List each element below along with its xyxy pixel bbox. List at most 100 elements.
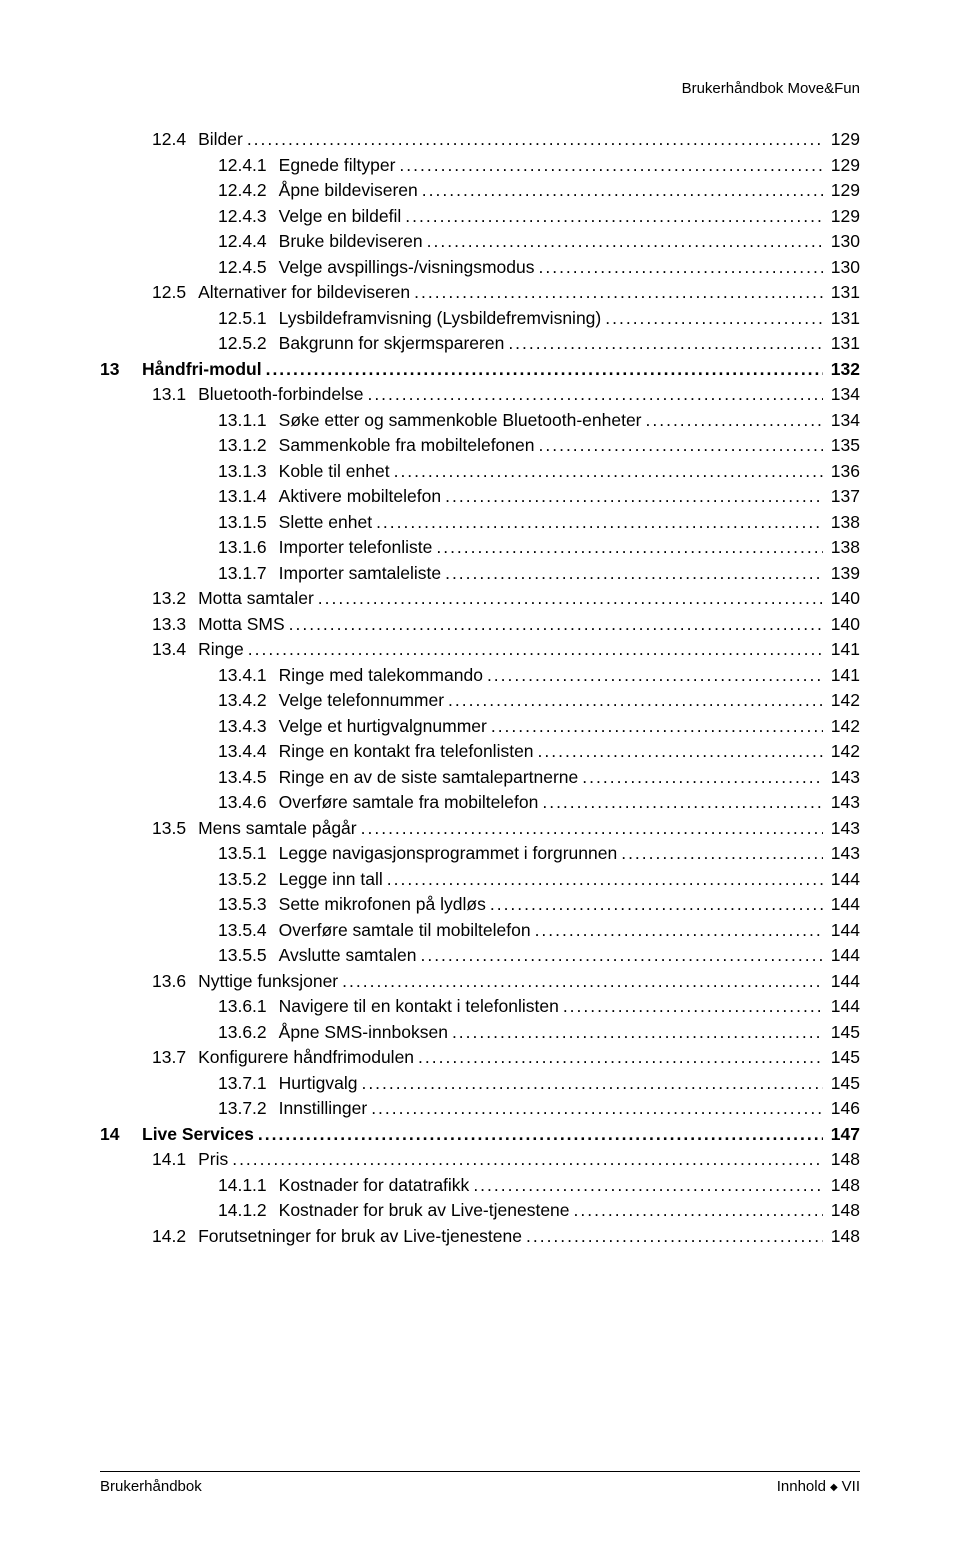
toc-page: 142	[827, 714, 860, 739]
toc-number: 13.7.1	[218, 1071, 279, 1096]
toc-entry: 13.1.1Søke etter og sammenkoble Bluetoot…	[100, 408, 860, 433]
toc-page: 143	[827, 790, 860, 815]
toc-entry: 13.1.7Importer samtaleliste139	[100, 561, 860, 586]
toc-page: 145	[827, 1071, 860, 1096]
toc-page: 134	[827, 382, 860, 407]
toc-page: 145	[827, 1045, 860, 1070]
toc-page: 129	[827, 153, 860, 178]
toc-title: Ringe en kontakt fra telefonlisten	[279, 739, 534, 764]
toc-leader-dots	[427, 229, 823, 254]
toc-title: Avslutte samtalen	[279, 943, 417, 968]
toc-leader-dots	[445, 561, 823, 586]
toc-entry: 12.4.5Velge avspillings-/visningsmodus 13…	[100, 255, 860, 280]
toc-page: 141	[827, 663, 860, 688]
toc-leader-dots	[621, 841, 823, 866]
toc-number: 14.2	[152, 1224, 198, 1249]
toc-title: Navigere til en kontakt i telefonlisten	[279, 994, 559, 1019]
toc-title: Velge telefonnummer	[279, 688, 444, 713]
toc-title: Hurtigvalg	[279, 1071, 358, 1096]
toc-entry: 13.4.6Overføre samtale fra mobiltelefon1…	[100, 790, 860, 815]
toc-number: 13.6.1	[218, 994, 279, 1019]
toc-entry: 13.4.1Ringe med talekommando141	[100, 663, 860, 688]
toc-leader-dots	[405, 204, 823, 229]
toc-title: Pris	[198, 1147, 228, 1172]
toc-title: Kostnader for datatrafikk	[279, 1173, 470, 1198]
toc-title: Innstillinger	[279, 1096, 368, 1121]
toc-number: 13.6.2	[218, 1020, 279, 1045]
toc-title: Ringe en av de siste samtalepartnerne	[279, 765, 579, 790]
toc-leader-dots	[538, 255, 822, 280]
toc-entry: 13.4.3Velge et hurtigvalgnummer142	[100, 714, 860, 739]
toc-entry: 13.1.5Slette enhet138	[100, 510, 860, 535]
diamond-icon	[826, 1478, 842, 1495]
toc-page: 141	[827, 637, 860, 662]
toc-number: 14.1.1	[218, 1173, 279, 1198]
toc-page: 129	[827, 127, 860, 152]
toc-number: 13.1.4	[218, 484, 279, 509]
toc-title: Legge inn tall	[279, 867, 383, 892]
toc-number: 13.7.2	[218, 1096, 279, 1121]
toc-page: 140	[827, 586, 860, 611]
toc-page: 138	[827, 535, 860, 560]
toc-entry: 13.4.4Ringe en kontakt fra telefonlisten…	[100, 739, 860, 764]
toc-entry: 13.7Konfigurere håndfrimodulen145	[100, 1045, 860, 1070]
toc-leader-dots	[508, 331, 822, 356]
toc-number: 14.1.2	[218, 1198, 279, 1223]
toc-page: 143	[827, 841, 860, 866]
toc-number: 12.4.1	[218, 153, 279, 178]
toc-title: Velge avspillings-/visningsmodus	[279, 255, 535, 280]
toc-page: 144	[827, 943, 860, 968]
toc-leader-dots	[248, 637, 823, 662]
toc-entry: 13.5.5Avslutte samtalen144	[100, 943, 860, 968]
toc-number: 13.1.3	[218, 459, 279, 484]
toc-page: 131	[827, 306, 860, 331]
toc-page: 132	[827, 357, 860, 382]
toc-leader-dots	[452, 1020, 823, 1045]
toc-entry: 13.5Mens samtale pågår143	[100, 816, 860, 841]
toc-number: 12.5.2	[218, 331, 279, 356]
toc-number: 12.4.2	[218, 178, 279, 203]
toc-leader-dots	[367, 382, 822, 407]
toc-leader-dots	[473, 1173, 822, 1198]
toc-page: 148	[827, 1147, 860, 1172]
toc-leader-dots	[542, 790, 822, 815]
toc-number: 14	[100, 1122, 142, 1147]
toc-entry: 13.7.2Innstillinger 146	[100, 1096, 860, 1121]
footer-page-number: VII	[842, 1478, 860, 1495]
toc-number: 12.5.1	[218, 306, 279, 331]
toc-page: 139	[827, 561, 860, 586]
toc-number: 13.1	[152, 382, 198, 407]
toc-leader-dots	[605, 306, 823, 331]
toc-page: 147	[827, 1122, 860, 1147]
toc-leader-dots	[387, 867, 823, 892]
toc-title: Bakgrunn for skjermspareren	[279, 331, 505, 356]
toc-page: 146	[827, 1096, 860, 1121]
toc-entry: 12.5.1Lysbildeframvisning (Lysbildefremv…	[100, 306, 860, 331]
page-footer: Brukerhåndbok InnholdVII	[100, 1471, 860, 1495]
toc-entry: 12.4.2Åpne bildeviseren129	[100, 178, 860, 203]
toc-page: 129	[827, 204, 860, 229]
toc-number: 13.5.1	[218, 841, 279, 866]
toc-title: Bluetooth-forbindelse	[198, 382, 363, 407]
toc-leader-dots	[342, 969, 823, 994]
toc-title: Sette mikrofonen på lydløs	[279, 892, 486, 917]
toc-entry: 13.2Motta samtaler140	[100, 586, 860, 611]
toc-page: 130	[827, 229, 860, 254]
toc-number: 12.4.5	[218, 255, 279, 280]
toc-leader-dots	[526, 1224, 823, 1249]
toc-page: 130	[827, 255, 860, 280]
toc-leader-dots	[247, 127, 823, 152]
toc-leader-dots	[232, 1147, 823, 1172]
toc-entry: 14.1Pris148	[100, 1147, 860, 1172]
toc-title: Bruke bildeviseren	[279, 229, 423, 254]
toc-entry: 13.6.1Navigere til en kontakt i telefonl…	[100, 994, 860, 1019]
toc-entry: 13.1.6Importer telefonliste138	[100, 535, 860, 560]
toc-number: 13.4.3	[218, 714, 279, 739]
toc-page: 140	[827, 612, 860, 637]
toc-title: Motta SMS	[198, 612, 285, 637]
toc-entry: 13.5.4Overføre samtale til mobiltelefon1…	[100, 918, 860, 943]
toc-title: Importer telefonliste	[279, 535, 433, 560]
toc-page: 134	[827, 408, 860, 433]
toc-entry: 13.5.2Legge inn tall144	[100, 867, 860, 892]
toc-leader-dots	[574, 1198, 823, 1223]
